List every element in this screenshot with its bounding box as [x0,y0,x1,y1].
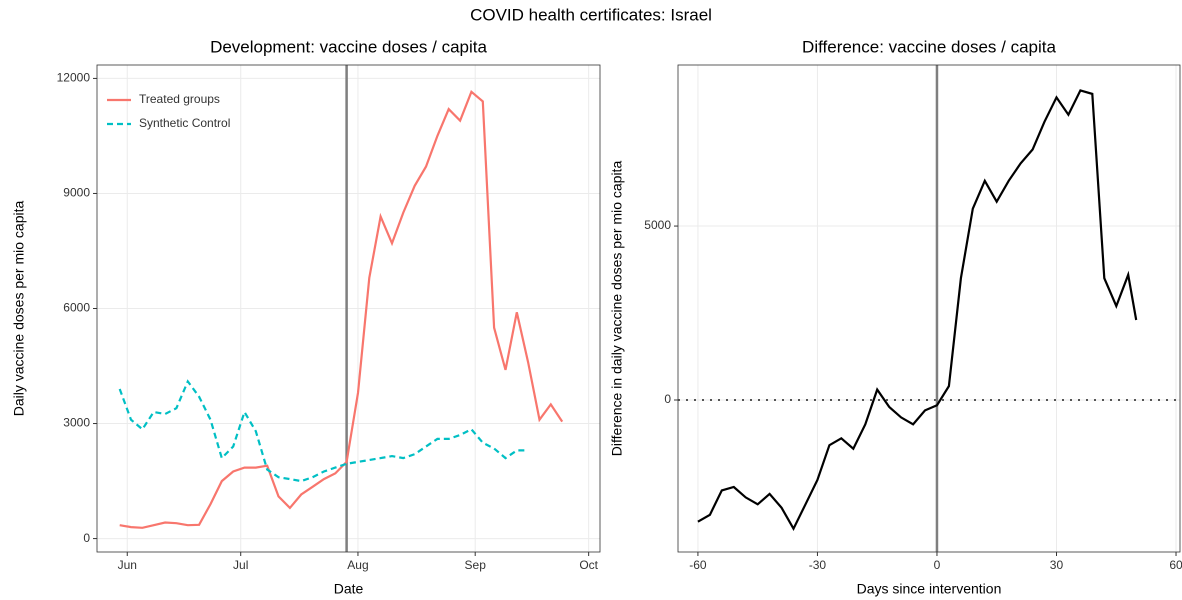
x-tick-label: 60 [1169,558,1182,572]
x-tick-label: 0 [934,558,941,572]
panel-title: Development: vaccine doses / capita [210,37,487,56]
y-tick-label: 9000 [63,186,90,200]
x-axis-label: Days since intervention [857,581,1002,597]
page-title: COVID health certificates: Israel [470,5,712,24]
x-tick-label: Jul [233,558,248,572]
x-tick-label: -30 [809,558,827,572]
y-tick-label: 3000 [63,416,90,430]
panel-border [677,64,1181,553]
x-tick-label: 30 [1050,558,1064,572]
panel-border [96,64,601,553]
x-tick-label: Oct [579,558,598,572]
x-tick-label: Aug [347,558,368,572]
panel-title: Difference: vaccine doses / capita [802,37,1056,56]
legend-label: Synthetic Control [139,116,230,130]
y-tick-label: 0 [664,392,671,406]
y-tick-label: 0 [83,531,90,545]
y-axis-label: Difference in daily vaccine doses per mi… [609,161,625,457]
x-tick-label: Jun [118,558,137,572]
y-tick-label: 5000 [644,218,671,232]
x-tick-label: Sep [465,558,487,572]
y-axis-label: Daily vaccine doses per mio capita [11,201,27,417]
data-line [118,379,529,483]
legend-label: Treated groups [139,92,220,106]
x-tick-label: -60 [689,558,707,572]
data-line [119,89,564,529]
data-line [697,89,1138,532]
x-axis-label: Date [334,581,364,597]
y-tick-label: 6000 [63,301,90,315]
y-tick-label: 12000 [57,71,91,85]
